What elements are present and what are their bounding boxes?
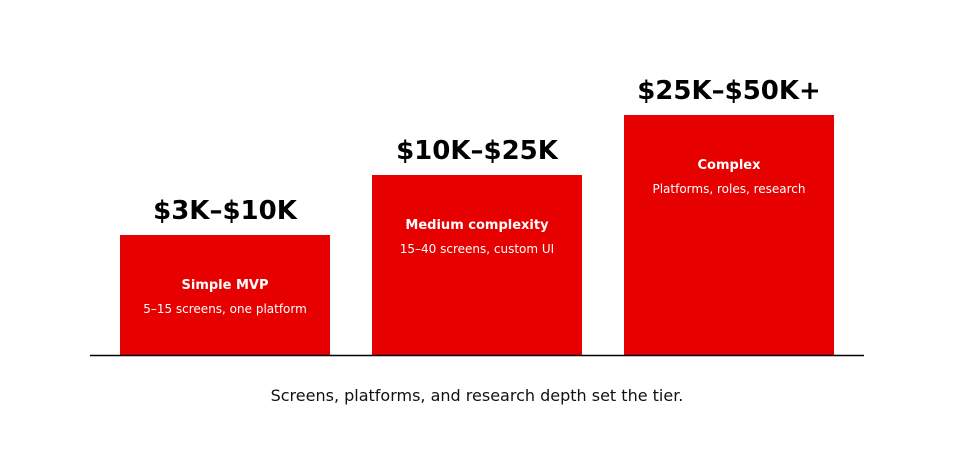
price-label-2: $10K–$25K <box>396 136 559 166</box>
bars-group: $3K–$10K Simple MVP 5–15 screens, one plat… <box>120 76 834 355</box>
tier-title-3: Complex <box>698 158 762 173</box>
price-label-1: $3K–$10K <box>153 196 298 226</box>
tier-desc-2: 15–40 screens, custom UI <box>400 242 554 256</box>
chart-caption: Screens, platforms, and research depth s… <box>270 386 684 405</box>
bar-3 <box>624 115 834 355</box>
tier-desc-3: Platforms, roles, research <box>652 182 805 196</box>
bar-1 <box>120 235 330 355</box>
bar-2 <box>372 175 582 355</box>
tier-desc-1: 5–15 screens, one platform <box>143 302 307 316</box>
tier-title-2: Medium complexity <box>405 218 549 233</box>
price-label-3: $25K–$50K+ <box>637 76 821 106</box>
tier-title-1: Simple MVP <box>182 278 269 293</box>
